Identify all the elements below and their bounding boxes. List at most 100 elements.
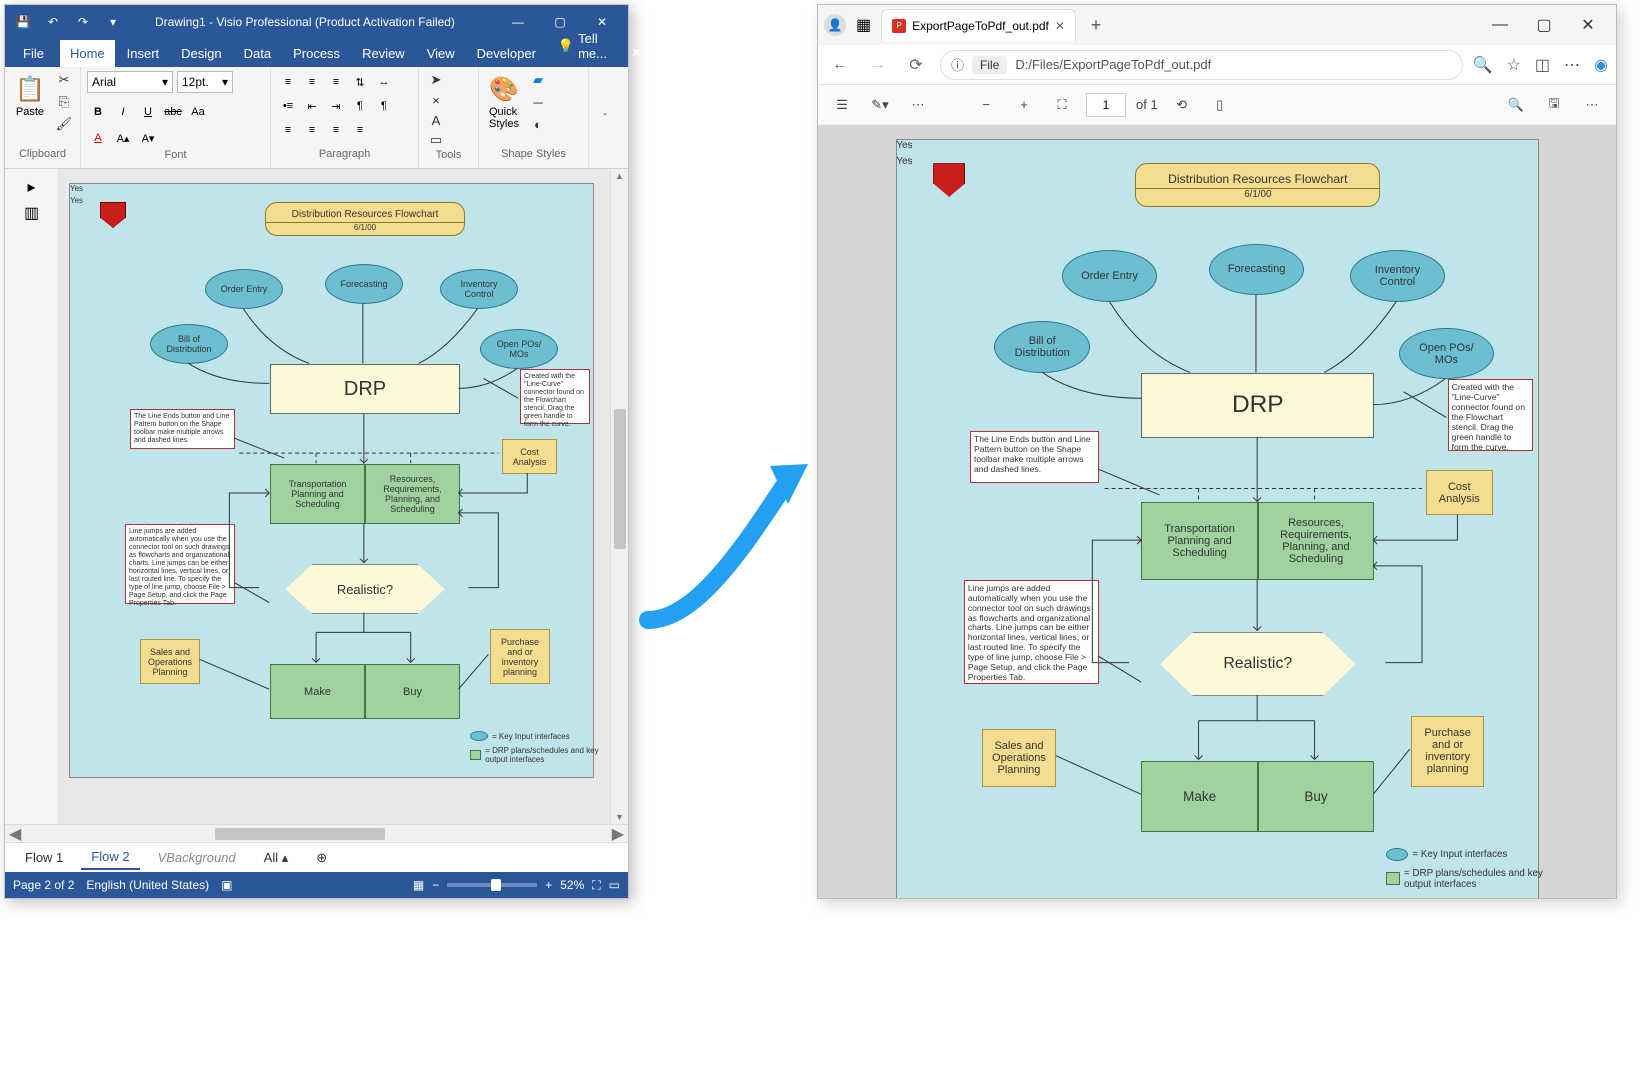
tab-design[interactable]: Design — [171, 40, 231, 67]
font-name-combo[interactable]: Arial▾ — [87, 71, 173, 93]
zoom-out-icon[interactable]: − — [972, 91, 1000, 119]
page-view-icon[interactable]: ▯ — [1206, 91, 1234, 119]
drawing-canvas[interactable]: Distribution Resources Flowchart6/1/00Or… — [59, 169, 610, 824]
profile-icon[interactable]: 👤 — [824, 14, 846, 36]
indent-l-icon[interactable]: ⇤ — [301, 95, 323, 117]
highlight-icon[interactable]: ✎▾ — [866, 91, 894, 119]
tab-close-button[interactable]: ✕ — [1055, 19, 1065, 33]
tab-home[interactable]: Home — [60, 40, 115, 67]
para-b-icon[interactable]: ¶ — [373, 95, 395, 117]
font-color-button[interactable]: A — [87, 127, 109, 149]
minimize-button[interactable]: — — [498, 8, 538, 36]
browser-tab[interactable]: P ExportPageToPdf_out.pdf ✕ — [881, 9, 1076, 41]
edge-maximize-button[interactable]: ▢ — [1522, 10, 1566, 40]
page-tab-all[interactable]: All ▴ — [254, 846, 299, 870]
line-button[interactable]: ─ — [527, 93, 549, 111]
fill-button[interactable]: ▰ — [527, 71, 549, 89]
align-c-icon[interactable]: ≡ — [301, 119, 323, 141]
tab-file[interactable]: File — [9, 40, 58, 67]
zoom-slider[interactable] — [447, 883, 537, 887]
align-mid-icon[interactable]: ≡ — [301, 71, 323, 93]
tellme[interactable]: 💡 Tell me... — [548, 25, 617, 67]
quick-styles-button[interactable]: 🎨 Quick Styles — [485, 71, 523, 134]
align-top-icon[interactable]: ≡ — [277, 71, 299, 93]
record-macro-icon[interactable]: ▣ — [221, 878, 232, 892]
page-tab-flow2[interactable]: Flow 2 — [81, 845, 139, 870]
indent-r-icon[interactable]: ⇥ — [325, 95, 347, 117]
stencil-icon[interactable]: ▥ — [24, 203, 39, 223]
refresh-button[interactable]: ⟳ — [902, 51, 930, 79]
redo-icon[interactable]: ↷ — [71, 10, 95, 34]
present-icon[interactable]: ▦ — [413, 878, 424, 892]
new-tab-button[interactable]: + — [1082, 11, 1110, 39]
align-r-icon[interactable]: ≡ — [325, 119, 347, 141]
italic-button[interactable]: I — [112, 101, 134, 123]
paste-button[interactable]: 📋 Paste — [11, 71, 49, 122]
tab-insert[interactable]: Insert — [117, 40, 170, 67]
bold-button[interactable]: B — [87, 101, 109, 123]
cut-icon[interactable]: ✂ — [53, 71, 75, 89]
site-info-icon[interactable]: ⓘ — [951, 55, 964, 74]
copilot-icon[interactable]: ◉ — [1594, 55, 1608, 75]
pdf-more-icon[interactable]: ⋯ — [1578, 91, 1606, 119]
workspaces-icon[interactable]: ▦ — [852, 15, 875, 35]
text-tool-icon[interactable]: A — [425, 111, 447, 129]
shapes-pane-collapsed[interactable]: ▸ ▥ — [5, 169, 59, 824]
fit-width-icon[interactable]: ▭ — [609, 878, 620, 892]
shapes-expand-icon[interactable]: ▸ — [27, 177, 35, 197]
address-input[interactable]: ⓘ File D:/Files/ExportPageToPdf_out.pdf — [940, 50, 1463, 80]
edge-minimize-button[interactable]: — — [1478, 10, 1522, 40]
underline-button[interactable]: U — [137, 101, 159, 123]
pointer-tool-icon[interactable]: ➤ — [425, 71, 447, 89]
rect-tool-icon[interactable]: ▭ — [425, 131, 447, 149]
page-tab-flow1[interactable]: Flow 1 — [15, 846, 73, 869]
save-pdf-icon[interactable]: 🖫 — [1540, 91, 1568, 119]
align-j-icon[interactable]: ≡ — [349, 119, 371, 141]
tab-process[interactable]: Process — [283, 40, 350, 67]
tab-data[interactable]: Data — [234, 40, 281, 67]
align-bot-icon[interactable]: ≡ — [325, 71, 347, 93]
ribbon-collapse-button[interactable]: ˆ — [603, 111, 607, 125]
zoom-icon[interactable]: 🔍 — [1473, 55, 1493, 75]
align-l-icon[interactable]: ≡ — [277, 119, 299, 141]
zoom-in-button[interactable]: + — [545, 878, 552, 892]
menu-icon[interactable]: ⋯ — [1564, 55, 1580, 75]
dir-icon[interactable]: ↔ — [373, 71, 395, 93]
tab-review[interactable]: Review — [352, 40, 415, 67]
horizontal-scrollbar[interactable]: ◀▶ — [5, 824, 628, 842]
connector-tool-icon[interactable]: × — [425, 91, 447, 109]
effects-button[interactable]: ◐ — [527, 115, 549, 133]
save-icon[interactable]: 💾 — [11, 10, 35, 34]
strike-button[interactable]: abc — [162, 101, 184, 123]
undo-icon[interactable]: ↶ — [41, 10, 65, 34]
contents-icon[interactable]: ☰ — [828, 91, 856, 119]
qa-more-icon[interactable]: ▾ — [101, 10, 125, 34]
grow-font-button[interactable]: A▴ — [112, 127, 134, 149]
rotate-icon[interactable]: ⟲ — [1168, 91, 1196, 119]
zoom-out-button[interactable]: − — [432, 878, 439, 892]
shrink-font-button[interactable]: A▾ — [137, 127, 159, 149]
vertical-scrollbar[interactable] — [610, 169, 628, 824]
page-tab-vbackground[interactable]: VBackground — [148, 846, 246, 869]
tab-developer[interactable]: Developer — [467, 40, 546, 67]
edge-close-button[interactable]: ✕ — [1566, 10, 1610, 40]
split-icon[interactable]: ◫ — [1535, 55, 1550, 75]
para-a-icon[interactable]: ¶ — [349, 95, 371, 117]
font-size-combo[interactable]: 12pt.▾ — [177, 71, 233, 93]
fit-page-icon[interactable]: ⛶ — [592, 878, 600, 893]
fit-icon[interactable]: ⛶ — [1048, 91, 1076, 119]
pdf-viewer[interactable]: Distribution Resources Flowchart6/1/00Or… — [818, 125, 1616, 898]
copy-icon[interactable]: ⎘ — [53, 93, 75, 111]
bullets-icon[interactable]: •≡ — [277, 95, 299, 117]
case-button[interactable]: Aa — [187, 101, 209, 123]
format-painter-icon[interactable]: 🖌 — [53, 115, 75, 133]
find-icon[interactable]: 🔍 — [1502, 91, 1530, 119]
zoom-in-icon[interactable]: + — [1010, 91, 1038, 119]
add-page-button[interactable]: ⊕ — [306, 846, 337, 870]
back-button[interactable]: ← — [826, 51, 854, 79]
page-number-input[interactable] — [1086, 93, 1126, 117]
more-tools-icon[interactable]: ⋯ — [904, 91, 932, 119]
orient-icon[interactable]: ⇅ — [349, 71, 371, 93]
favorite-icon[interactable]: ☆ — [1507, 55, 1521, 75]
drawing-page[interactable]: Distribution Resources Flowchart6/1/00Or… — [69, 183, 594, 778]
